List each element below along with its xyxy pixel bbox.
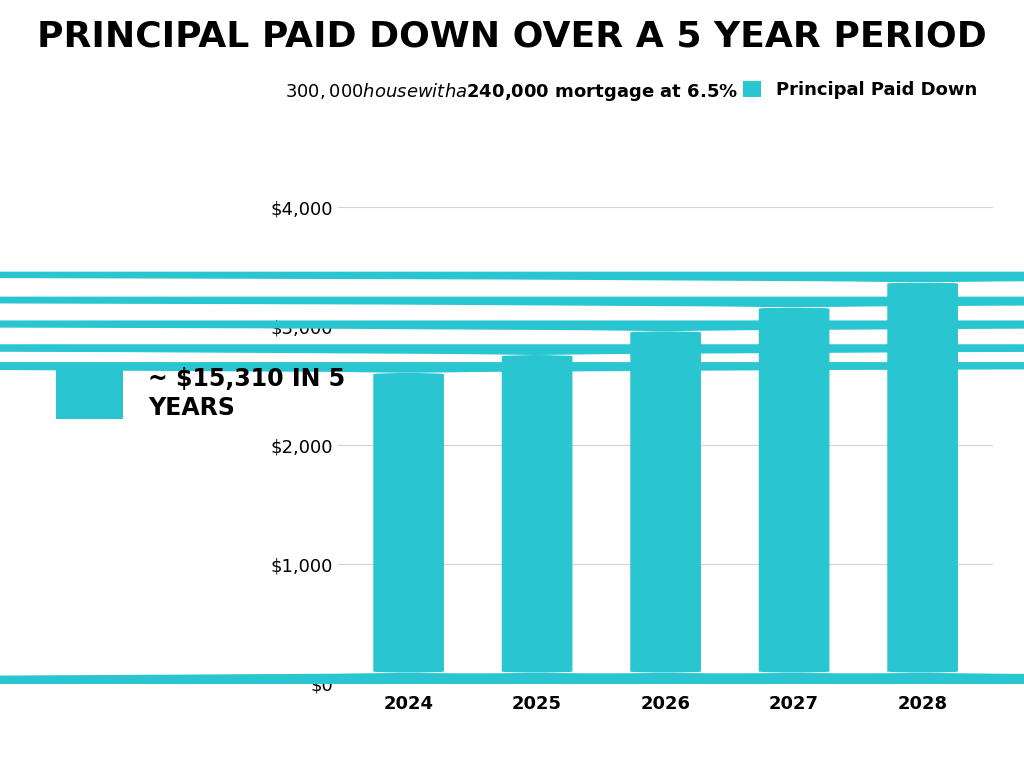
FancyBboxPatch shape: [0, 344, 1024, 684]
FancyBboxPatch shape: [0, 320, 1024, 684]
Text: PRINCIPAL PAID DOWN OVER A 5 YEAR PERIOD: PRINCIPAL PAID DOWN OVER A 5 YEAR PERIOD: [37, 19, 987, 53]
Text: $300,000 house with a  $240,000 mortgage at 6.5%: $300,000 house with a $240,000 mortgage …: [286, 81, 738, 103]
Text: ~ $15,310 IN 5
YEARS: ~ $15,310 IN 5 YEARS: [148, 367, 346, 420]
FancyBboxPatch shape: [0, 272, 1024, 684]
FancyBboxPatch shape: [0, 296, 1024, 684]
FancyBboxPatch shape: [0, 362, 1024, 684]
Legend: Principal Paid Down: Principal Paid Down: [736, 74, 984, 106]
